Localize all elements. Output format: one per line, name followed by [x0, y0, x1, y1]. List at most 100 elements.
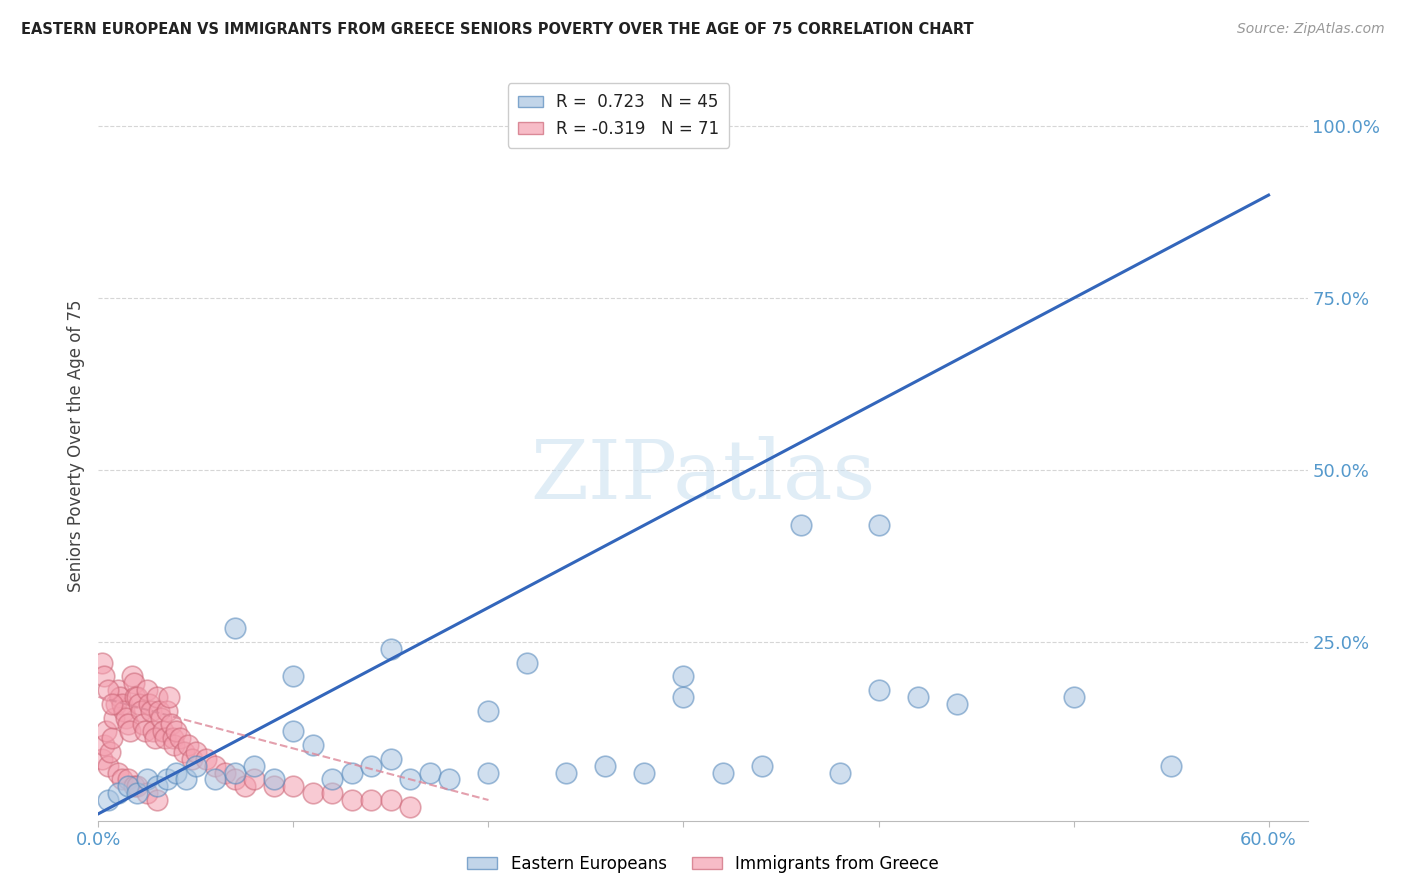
Point	[156, 772, 179, 787]
Point	[103, 710, 125, 724]
Point	[751, 758, 773, 772]
Point	[595, 758, 617, 772]
Point	[114, 710, 136, 724]
Point	[153, 731, 176, 746]
Point	[107, 765, 129, 780]
Point	[122, 676, 145, 690]
Point	[111, 772, 134, 787]
Point	[148, 704, 170, 718]
Point	[146, 690, 169, 704]
Point	[439, 772, 461, 787]
Point	[321, 772, 343, 787]
Point	[184, 758, 207, 772]
Point	[283, 724, 305, 739]
Point	[138, 697, 160, 711]
Point	[118, 724, 141, 739]
Point	[711, 765, 734, 780]
Point	[127, 779, 149, 793]
Point	[399, 800, 422, 814]
Point	[204, 772, 226, 787]
Point	[97, 683, 120, 698]
Point	[165, 765, 187, 780]
Point	[136, 683, 159, 698]
Point	[399, 772, 422, 787]
Point	[243, 758, 266, 772]
Point	[107, 683, 129, 698]
Point	[152, 724, 174, 739]
Point	[108, 690, 131, 704]
Point	[184, 745, 207, 759]
Point	[321, 786, 343, 800]
Point	[360, 758, 382, 772]
Point	[214, 765, 236, 780]
Point	[117, 717, 139, 731]
Point	[91, 752, 114, 766]
Point	[121, 669, 143, 683]
Point	[380, 793, 402, 807]
Point	[91, 656, 114, 670]
Point	[136, 786, 159, 800]
Point	[419, 765, 441, 780]
Point	[224, 772, 246, 787]
Point	[263, 779, 285, 793]
Point	[477, 704, 499, 718]
Text: EASTERN EUROPEAN VS IMMIGRANTS FROM GREECE SENIORS POVERTY OVER THE AGE OF 75 CO: EASTERN EUROPEAN VS IMMIGRANTS FROM GREE…	[21, 22, 974, 37]
Point	[131, 704, 153, 718]
Point	[156, 704, 179, 718]
Point	[360, 793, 382, 807]
Point	[97, 793, 120, 807]
Point	[111, 697, 134, 711]
Point	[633, 765, 655, 780]
Point	[117, 772, 139, 787]
Point	[93, 738, 115, 752]
Point	[672, 669, 695, 683]
Point	[127, 690, 149, 704]
Point	[555, 765, 578, 780]
Point	[117, 779, 139, 793]
Point	[101, 731, 124, 746]
Point	[340, 793, 363, 807]
Text: Source: ZipAtlas.com: Source: ZipAtlas.com	[1237, 22, 1385, 37]
Point	[132, 717, 155, 731]
Point	[283, 779, 305, 793]
Point	[174, 772, 197, 787]
Point	[96, 724, 118, 739]
Point	[263, 772, 285, 787]
Legend: Eastern Europeans, Immigrants from Greece: Eastern Europeans, Immigrants from Greec…	[461, 848, 945, 880]
Point	[243, 772, 266, 787]
Point	[107, 786, 129, 800]
Legend: R =  0.723   N = 45, R = -0.319   N = 71: R = 0.723 N = 45, R = -0.319 N = 71	[508, 84, 730, 148]
Point	[672, 690, 695, 704]
Point	[159, 717, 181, 731]
Point	[1063, 690, 1085, 704]
Point	[283, 669, 305, 683]
Point	[340, 765, 363, 780]
Point	[907, 690, 929, 704]
Point	[142, 724, 165, 739]
Point	[477, 765, 499, 780]
Point	[112, 704, 135, 718]
Y-axis label: Seniors Poverty Over the Age of 75: Seniors Poverty Over the Age of 75	[66, 300, 84, 592]
Point	[173, 745, 195, 759]
Point	[104, 697, 127, 711]
Point	[868, 518, 890, 533]
Point	[789, 518, 811, 533]
Point	[1160, 758, 1182, 772]
Point	[146, 793, 169, 807]
Point	[146, 779, 169, 793]
Point	[204, 758, 226, 772]
Point	[122, 779, 145, 793]
Point	[302, 786, 325, 800]
Point	[127, 786, 149, 800]
Point	[101, 697, 124, 711]
Point	[224, 765, 246, 780]
Point	[233, 779, 256, 793]
Point	[93, 669, 115, 683]
Point	[224, 621, 246, 635]
Point	[516, 656, 538, 670]
Point	[162, 731, 184, 746]
Point	[302, 738, 325, 752]
Point	[169, 731, 191, 746]
Point	[177, 738, 200, 752]
Point	[136, 772, 159, 787]
